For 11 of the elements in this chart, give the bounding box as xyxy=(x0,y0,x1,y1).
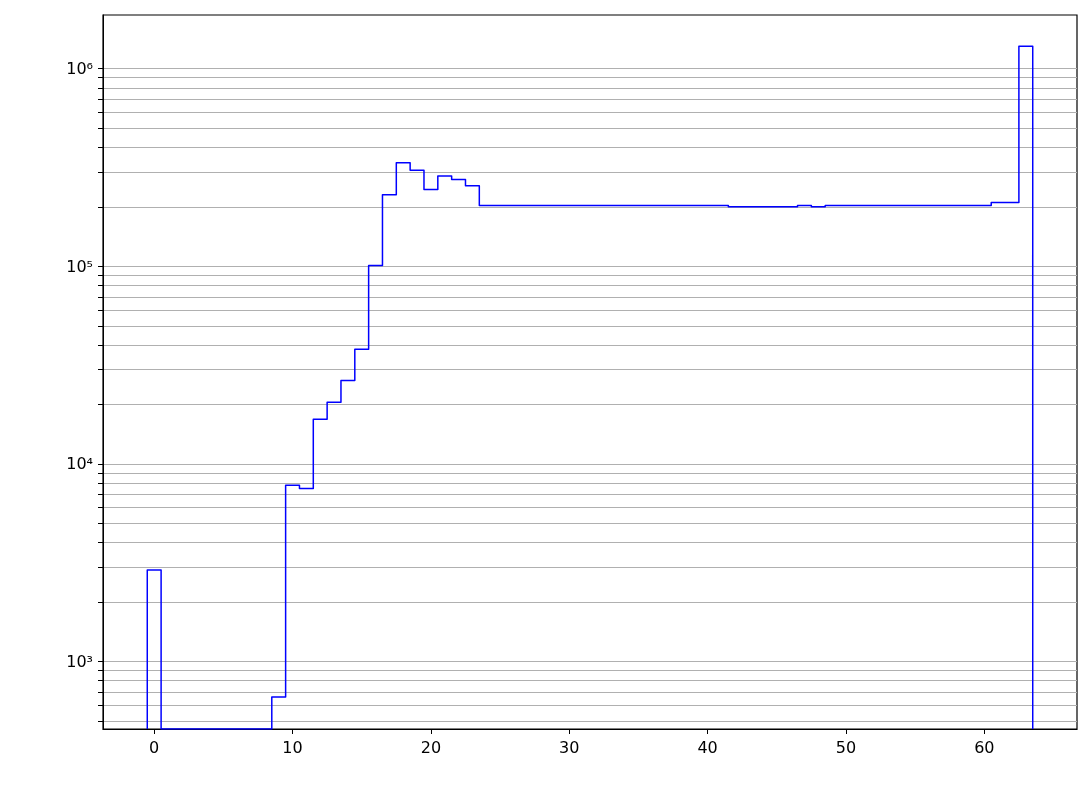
x-tick-label: 30 xyxy=(559,737,580,757)
x-tick-label: 0 xyxy=(149,737,160,757)
y-tick-label: 10⁴ xyxy=(66,454,93,474)
y-tick-label: 10³ xyxy=(66,651,93,671)
y-tick-label: 10⁶ xyxy=(66,59,93,79)
x-tick-label: 20 xyxy=(420,737,442,757)
y-tick-label: 10⁵ xyxy=(66,256,93,276)
x-tick-label: 10 xyxy=(282,737,303,757)
x-tick-label: 60 xyxy=(974,737,995,757)
x-tick-label: 40 xyxy=(697,737,718,757)
x-tick-label: 50 xyxy=(835,737,857,757)
